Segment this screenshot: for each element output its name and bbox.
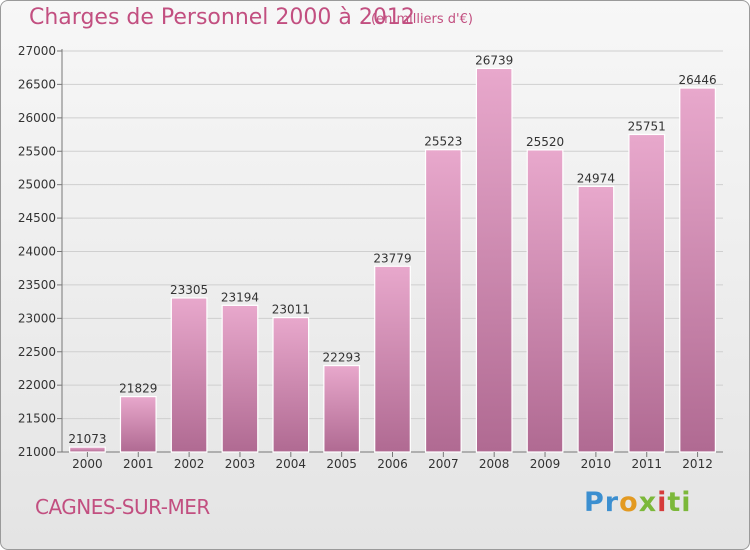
bar bbox=[272, 316, 310, 453]
y-tick-label: 25500 bbox=[18, 144, 56, 158]
x-tick-label: 2007 bbox=[428, 457, 459, 471]
x-tick-label: 2012 bbox=[682, 457, 713, 471]
bar bbox=[69, 446, 106, 453]
data-label: 23779 bbox=[373, 251, 411, 265]
logo-letter: r bbox=[604, 487, 620, 518]
data-label: 22293 bbox=[323, 351, 361, 365]
data-label: 21073 bbox=[68, 432, 106, 446]
y-tick-label: 25000 bbox=[18, 178, 56, 192]
bar bbox=[323, 364, 361, 453]
logo-letter: ti bbox=[667, 487, 692, 518]
logo-letter: P bbox=[584, 487, 605, 518]
x-tick-label: 2009 bbox=[530, 457, 561, 471]
bar bbox=[221, 304, 259, 453]
y-tick-label: 23000 bbox=[18, 311, 56, 325]
data-label: 23305 bbox=[170, 283, 208, 297]
data-label: 25751 bbox=[628, 119, 666, 133]
y-tick-label: 22500 bbox=[18, 345, 56, 359]
data-label: 23011 bbox=[272, 303, 310, 317]
data-label: 25520 bbox=[526, 135, 564, 149]
bar bbox=[577, 185, 615, 453]
x-tick-label: 2001 bbox=[123, 457, 154, 471]
bar bbox=[628, 133, 666, 453]
x-tick-label: 2004 bbox=[276, 457, 307, 471]
bar bbox=[526, 149, 564, 453]
y-tick-label: 21000 bbox=[18, 445, 56, 459]
bar bbox=[119, 395, 157, 453]
x-tick-label: 2006 bbox=[377, 457, 408, 471]
x-tick-label: 2002 bbox=[174, 457, 205, 471]
y-tick-label: 23500 bbox=[18, 278, 56, 292]
proxiti-logo: Proxiti bbox=[584, 487, 692, 518]
data-label: 26739 bbox=[475, 53, 513, 67]
data-label: 25523 bbox=[424, 135, 462, 149]
data-label: 26446 bbox=[678, 73, 716, 87]
y-tick-label: 24000 bbox=[18, 245, 56, 259]
bar bbox=[170, 297, 208, 453]
data-label: 21829 bbox=[119, 382, 157, 396]
chart-subtitle: (en milliers d'€) bbox=[371, 12, 473, 27]
y-tick-label: 26500 bbox=[18, 77, 56, 91]
x-tick-label: 2011 bbox=[631, 457, 662, 471]
y-tick-label: 27000 bbox=[18, 44, 56, 58]
x-tick-label: 2005 bbox=[326, 457, 357, 471]
logo-letter: o bbox=[619, 487, 639, 518]
y-tick-label: 22000 bbox=[18, 378, 56, 392]
bar bbox=[374, 265, 411, 453]
x-tick-label: 2000 bbox=[72, 457, 103, 471]
logo-letter: i bbox=[657, 487, 668, 518]
data-label: 24974 bbox=[577, 171, 615, 185]
bar bbox=[424, 149, 462, 453]
x-tick-label: 2003 bbox=[225, 457, 256, 471]
bar bbox=[679, 87, 716, 453]
y-tick-label: 21500 bbox=[18, 412, 56, 426]
bar bbox=[475, 67, 513, 453]
y-tick-label: 24500 bbox=[18, 211, 56, 225]
y-tick-label: 26000 bbox=[18, 111, 56, 125]
data-label: 23194 bbox=[221, 290, 259, 304]
x-tick-label: 2010 bbox=[581, 457, 612, 471]
x-tick-label: 2008 bbox=[479, 457, 510, 471]
city-name: CAGNES-SUR-MER bbox=[35, 495, 210, 519]
chart-title: Charges de Personnel 2000 à 2012 bbox=[29, 5, 415, 30]
logo-letter: x bbox=[638, 487, 658, 518]
